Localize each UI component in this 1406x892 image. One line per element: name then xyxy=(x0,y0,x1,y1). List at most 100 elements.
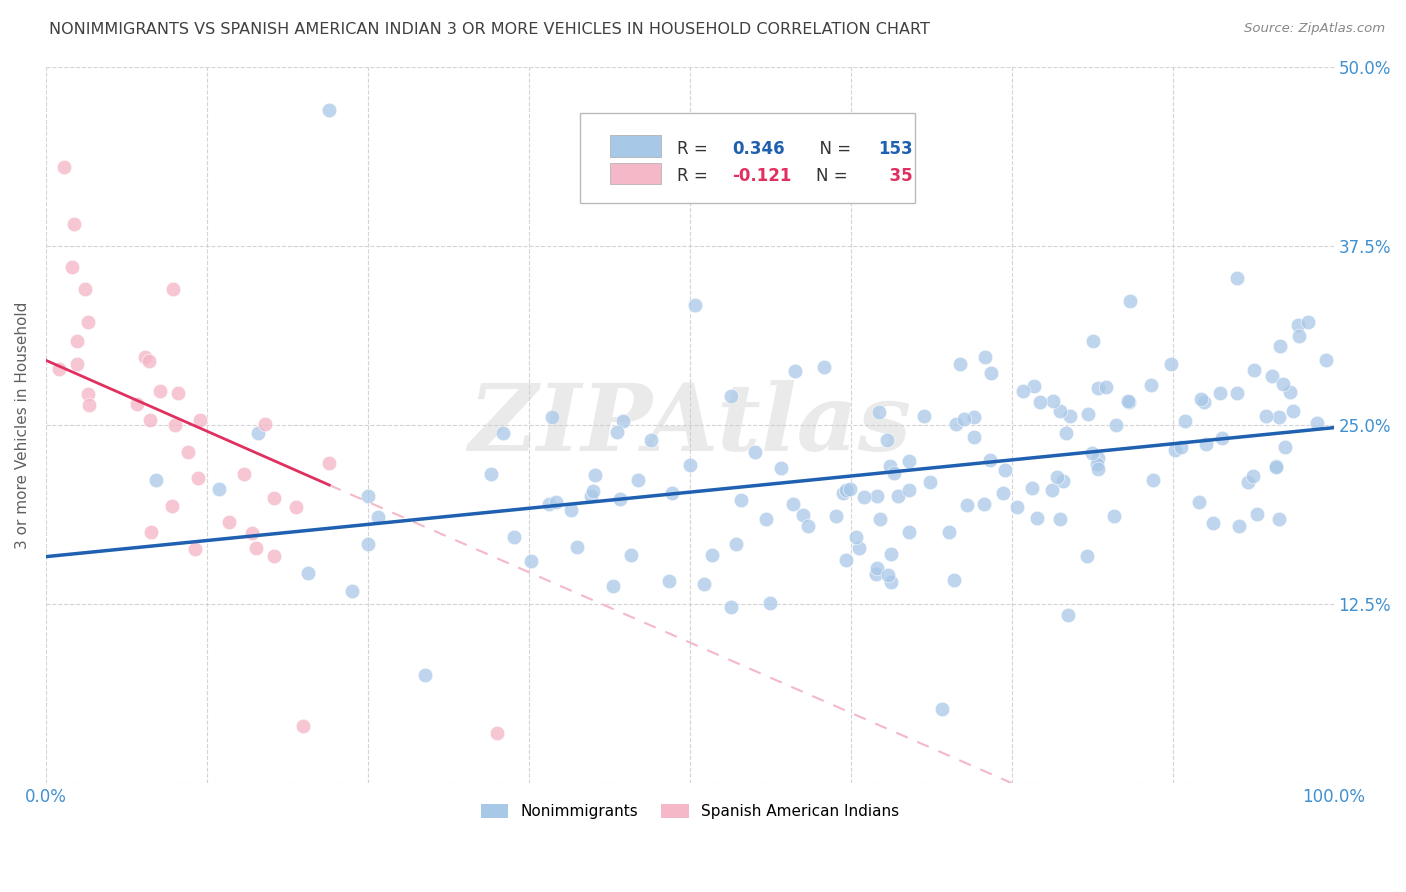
Point xyxy=(1077,407,1099,421)
Point xyxy=(931,702,953,716)
Point xyxy=(1271,377,1294,392)
Point xyxy=(177,445,200,459)
Point xyxy=(1192,395,1215,409)
Point xyxy=(1005,500,1028,514)
Point xyxy=(1170,441,1192,455)
Text: NONIMMIGRANTS VS SPANISH AMERICAN INDIAN 3 OR MORE VEHICLES IN HOUSEHOLD CORRELA: NONIMMIGRANTS VS SPANISH AMERICAN INDIAN… xyxy=(49,22,931,37)
Point xyxy=(1226,271,1249,285)
Point xyxy=(832,486,855,500)
Point xyxy=(1209,385,1232,400)
Point xyxy=(720,389,742,403)
Point xyxy=(993,486,1015,500)
Point xyxy=(253,417,276,431)
Point xyxy=(162,283,184,297)
Point xyxy=(620,549,643,563)
Point xyxy=(1286,318,1309,332)
Point xyxy=(1087,462,1109,476)
Point xyxy=(1226,386,1249,401)
Point xyxy=(897,483,920,498)
Point xyxy=(149,384,172,399)
Point xyxy=(770,460,793,475)
Point xyxy=(1164,442,1187,457)
Point xyxy=(980,367,1002,381)
Point xyxy=(544,495,567,509)
Point xyxy=(479,467,502,481)
Point xyxy=(73,282,96,296)
Point xyxy=(292,719,315,733)
Point xyxy=(1189,392,1212,406)
Point xyxy=(1081,334,1104,349)
FancyBboxPatch shape xyxy=(581,113,915,202)
Point xyxy=(945,417,967,432)
Point xyxy=(1202,516,1225,530)
Point xyxy=(1102,508,1125,523)
Point xyxy=(1243,363,1265,377)
Point xyxy=(880,547,903,561)
Point xyxy=(167,385,190,400)
Point xyxy=(318,456,340,470)
Point xyxy=(579,489,602,503)
Point xyxy=(973,497,995,511)
Point xyxy=(1049,404,1071,418)
Point xyxy=(263,549,285,564)
Point xyxy=(825,509,848,524)
Point xyxy=(1268,409,1291,424)
Point xyxy=(879,575,901,590)
Point xyxy=(839,482,862,496)
Point xyxy=(962,430,984,444)
Point xyxy=(1087,451,1109,466)
Point xyxy=(245,541,267,555)
Point xyxy=(692,577,714,591)
Point xyxy=(188,413,211,427)
Point xyxy=(661,485,683,500)
Point xyxy=(759,596,782,610)
Point xyxy=(357,489,380,503)
Point xyxy=(679,458,702,473)
Point xyxy=(1211,431,1233,445)
Point xyxy=(1270,339,1292,353)
Text: -0.121: -0.121 xyxy=(733,167,792,185)
Point xyxy=(640,433,662,447)
Point xyxy=(730,492,752,507)
Point xyxy=(973,351,995,365)
Point xyxy=(783,364,806,378)
Text: Source: ZipAtlas.com: Source: ZipAtlas.com xyxy=(1244,22,1385,36)
Point xyxy=(1054,426,1077,441)
FancyBboxPatch shape xyxy=(610,136,661,157)
Point xyxy=(658,574,681,588)
Point xyxy=(834,483,856,498)
Point xyxy=(138,413,160,427)
Point xyxy=(852,490,875,504)
Point xyxy=(77,397,100,411)
Point xyxy=(866,489,889,503)
Point xyxy=(1236,475,1258,490)
Point xyxy=(367,509,389,524)
Point xyxy=(1288,328,1310,343)
Point xyxy=(813,359,835,374)
Point xyxy=(1174,414,1197,428)
Point xyxy=(145,473,167,487)
Point xyxy=(755,512,778,526)
Point xyxy=(1119,293,1142,308)
Point xyxy=(612,414,634,428)
Point xyxy=(1104,418,1126,433)
Point xyxy=(581,483,603,498)
Point xyxy=(782,497,804,511)
Point xyxy=(340,583,363,598)
Point xyxy=(139,525,162,540)
Point xyxy=(1241,468,1264,483)
Point xyxy=(1046,470,1069,484)
Point xyxy=(53,160,76,174)
Point xyxy=(1268,512,1291,526)
Point xyxy=(138,354,160,368)
Text: 35: 35 xyxy=(877,167,912,185)
Point xyxy=(297,566,319,580)
Point xyxy=(246,425,269,440)
Point xyxy=(956,498,979,512)
Text: 0.346: 0.346 xyxy=(733,140,785,158)
Point xyxy=(1049,512,1071,526)
Point xyxy=(1278,385,1301,400)
Point xyxy=(1261,369,1284,384)
Y-axis label: 3 or more Vehicles in Household: 3 or more Vehicles in Household xyxy=(15,301,30,549)
Point xyxy=(953,411,976,425)
